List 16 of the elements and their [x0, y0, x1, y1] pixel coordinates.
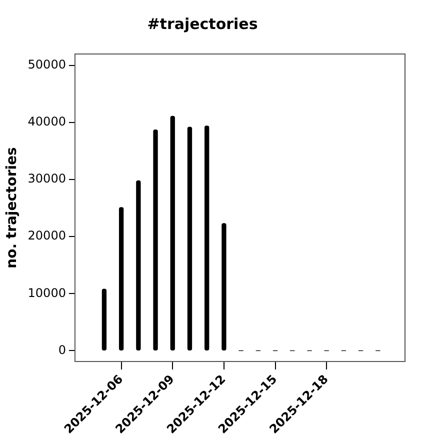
y-tick-label: 40000	[28, 114, 66, 129]
y-tick-label: 50000	[28, 58, 66, 72]
y-axis-title: no. trajectories	[4, 147, 20, 268]
bar	[170, 116, 175, 351]
y-tick-label: 20000	[28, 228, 66, 243]
y-tick-label: 30000	[28, 172, 66, 186]
bar	[118, 207, 124, 351]
bar	[187, 126, 192, 351]
chart-title: #trajectories	[147, 14, 258, 33]
bar	[136, 180, 141, 351]
y-tick-label: 0	[58, 342, 66, 357]
y-tick-label: 10000	[28, 286, 66, 300]
bar	[153, 130, 158, 351]
bar	[222, 223, 226, 351]
bar	[102, 288, 107, 351]
bar	[204, 126, 210, 351]
